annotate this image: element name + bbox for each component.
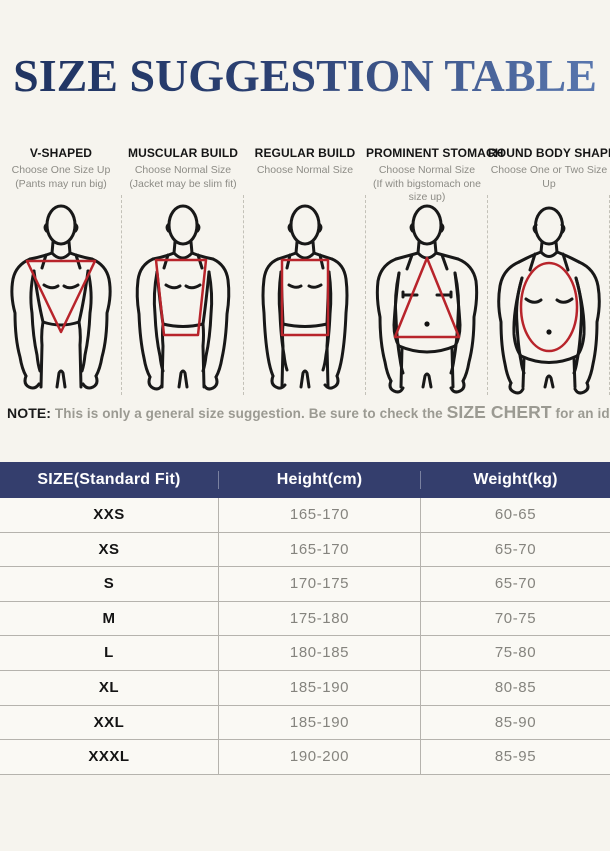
man-outline-v-shaped-icon: [10, 204, 112, 390]
height-cell: 165-170: [218, 532, 420, 567]
body-type-advice: Choose Normal Size (If with bigstomach o…: [366, 164, 488, 203]
man-outline-muscular-icon: [135, 204, 231, 391]
size-cell: M: [102, 609, 116, 627]
weight-cell: 65-70: [420, 532, 610, 567]
triangle-overlay: [393, 256, 461, 339]
body-type-advice: Choose Normal Size: [244, 164, 366, 194]
advice-line: Choose Normal Size: [378, 164, 476, 176]
height-cell: 170-175: [218, 567, 420, 601]
table-row-xl: XL 185-190 80-85: [0, 670, 610, 706]
body-type-v-shaped: V-SHAPED Choose One Size Up (Pants may r…: [0, 146, 122, 395]
note-text: NOTE: This is only a general size sugges…: [7, 402, 610, 423]
oval-overlay: [519, 261, 579, 353]
navel-dot: [424, 321, 430, 327]
round-body-figure: [488, 195, 610, 395]
height-cell: 175-180: [218, 601, 420, 636]
body-type-advice: Choose One Size Up (Pants may run big): [0, 164, 122, 194]
man-outline-round-icon: [497, 206, 601, 395]
size-table: SIZE(Standard Fit) Height(cm) Weight(kg)…: [0, 462, 610, 775]
size-cell: XL: [98, 678, 120, 696]
size-cell: XXXL: [88, 748, 130, 766]
advice-line: Choose Normal Size: [256, 164, 354, 176]
table-row-xxl: XXL 185-190 85-90: [0, 705, 610, 741]
weight-cell: 75-80: [420, 636, 610, 670]
muscular-figure: [122, 195, 244, 395]
advice-note: (Pants may run big): [15, 177, 107, 190]
size-cell: XXL: [93, 713, 125, 731]
weight-cell: 85-95: [420, 740, 610, 774]
advice-line: Choose One or Two Size Up: [490, 164, 608, 190]
column-header-height: Height(cm): [218, 471, 420, 489]
body-type-regular: REGULAR BUILD Choose Normal Size: [244, 146, 366, 395]
man-outline-stomach-icon: [375, 204, 479, 394]
trapezoid-overlay: [154, 258, 208, 337]
body-type-muscular: MUSCULAR BUILD Choose Normal Size (Jacke…: [122, 146, 244, 395]
body-type-advice: Choose One or Two Size Up: [488, 164, 610, 194]
weight-cell: 85-90: [420, 705, 610, 740]
height-cell: 185-190: [218, 705, 420, 740]
table-row-s: S 170-175 65-70: [0, 567, 610, 602]
rectangle-overlay: [280, 258, 330, 337]
advice-line: Choose One Size Up: [11, 164, 111, 176]
height-cell: 180-185: [218, 636, 420, 670]
table-row-m: M 175-180 70-75: [0, 601, 610, 637]
advice-note: (If with bigstomach one size up): [373, 177, 481, 204]
advice-note: (Jacket may be slim fit): [129, 177, 237, 190]
navel-dot: [546, 329, 552, 335]
inverted-triangle-overlay: [25, 259, 97, 334]
body-type-advice: Choose Normal Size (Jacket may be slim f…: [122, 164, 244, 194]
size-cell: S: [103, 575, 115, 593]
note-body: This is only a general size suggestion. …: [51, 406, 447, 421]
body-type-round: ROUND BODY SHAPE Choose One or Two Size …: [488, 146, 610, 395]
prominent-stomach-figure: [366, 195, 488, 395]
advice-line: Choose Normal Size: [134, 164, 232, 176]
column-header-weight: Weight(kg): [420, 471, 610, 489]
man-outline-regular-icon: [261, 204, 349, 390]
body-type-name: MUSCULAR BUILD: [127, 146, 239, 160]
height-cell: 190-200: [218, 740, 420, 774]
table-row-xxs: XXS 165-170 60-65: [0, 498, 610, 533]
page-title: SIZE SUGGESTION TABLE: [4, 48, 606, 104]
weight-cell: 60-65: [420, 498, 610, 532]
table-row-l: L 180-185 75-80: [0, 636, 610, 671]
column-header-size: SIZE(Standard Fit): [37, 471, 181, 488]
weight-cell: 80-85: [420, 670, 610, 705]
weight-cell: 70-75: [420, 601, 610, 636]
weight-cell: 65-70: [420, 567, 610, 601]
note-highlight: SIZE CHERT: [446, 402, 552, 422]
v-shaped-figure: [0, 195, 122, 395]
size-cell: L: [104, 644, 114, 662]
size-table-header: SIZE(Standard Fit) Height(cm) Weight(kg): [0, 462, 610, 498]
body-type-name: ROUND BODY SHAPE: [488, 146, 610, 160]
regular-figure: [244, 195, 366, 395]
body-type-guide: V-SHAPED Choose One Size Up (Pants may r…: [0, 146, 610, 395]
size-cell: XS: [98, 540, 120, 558]
body-type-name: V-SHAPED: [29, 146, 93, 160]
note-body-end: for an ideal size.: [555, 406, 610, 421]
height-cell: 185-190: [218, 670, 420, 705]
table-row-xs: XS 165-170 65-70: [0, 532, 610, 568]
table-row-xxxl: XXXL 190-200 85-95: [0, 740, 610, 775]
body-type-name: REGULAR BUILD: [254, 146, 356, 160]
size-cell: XXS: [93, 506, 125, 523]
note-prefix: NOTE:: [7, 405, 52, 421]
body-type-name: PROMINENT STOMACH: [366, 146, 504, 160]
body-type-prominent-stomach: PROMINENT STOMACH Choose Normal Size (If…: [366, 146, 504, 395]
height-cell: 165-170: [218, 498, 420, 532]
